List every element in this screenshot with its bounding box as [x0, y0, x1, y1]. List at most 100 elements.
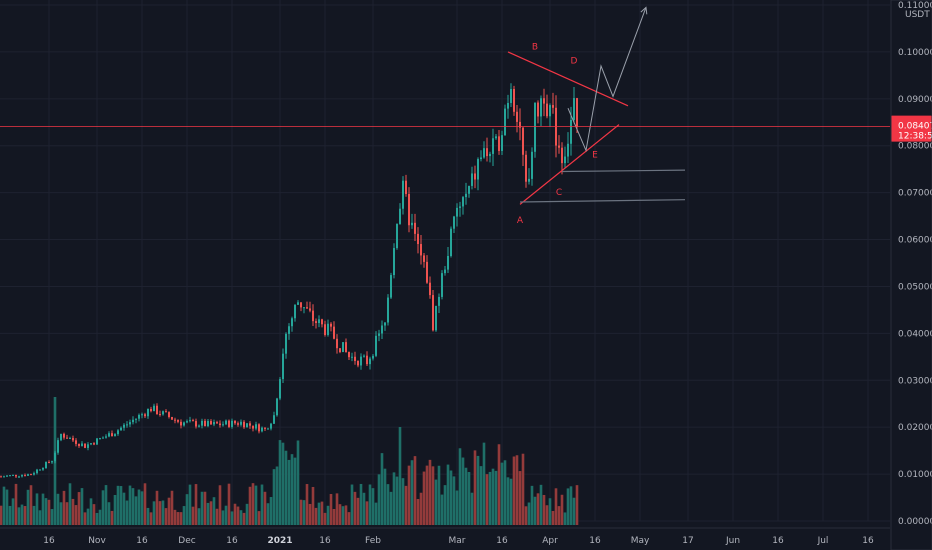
candle-body — [288, 326, 290, 334]
candle-body — [264, 427, 266, 429]
volume-bar — [32, 505, 36, 525]
candle-body — [318, 319, 320, 324]
candle-body — [432, 295, 434, 331]
volume-bar — [338, 504, 342, 525]
volume-bar — [224, 505, 228, 525]
candle-body — [168, 412, 170, 417]
volume-bar — [95, 512, 99, 525]
volume-bar — [467, 472, 471, 525]
volume-bar — [194, 484, 198, 525]
candle-body — [129, 422, 131, 425]
volume-bar — [566, 488, 570, 525]
candle-body — [552, 105, 554, 108]
candle-body — [516, 111, 518, 122]
candle-body — [327, 323, 329, 335]
volume-bar — [488, 471, 492, 525]
volume-bar — [308, 503, 312, 525]
candle-body — [438, 296, 440, 306]
candle-body — [525, 154, 527, 182]
volume-bar — [212, 497, 216, 525]
candle-body — [348, 352, 350, 358]
volume-bar — [65, 502, 69, 525]
candle-body — [309, 308, 311, 311]
candle-body — [330, 323, 332, 327]
volume-bar — [233, 503, 237, 525]
time-axis[interactable]: 16 Nov 16 Dec 16 2021 16 Feb Mar 16 Apr 16 May 17 Jun 1… — [0, 527, 890, 546]
candle-body — [411, 222, 413, 226]
volume-bar — [281, 442, 285, 525]
candle-body — [144, 414, 146, 417]
candle-body — [399, 208, 401, 224]
volume-bar — [356, 497, 360, 525]
volume-bar — [440, 494, 444, 525]
volume-bar — [44, 498, 48, 525]
time-tick-label: 16 — [43, 536, 55, 546]
volume-bar — [302, 500, 306, 525]
volume-bar — [557, 506, 561, 525]
volume-bar — [485, 474, 489, 525]
volume-bar — [83, 512, 87, 525]
price-tick-label: 0.03000 — [898, 376, 932, 386]
candle-body — [297, 302, 299, 305]
volume-bar — [29, 485, 33, 525]
candle-body — [240, 421, 242, 425]
candle-body — [375, 335, 377, 356]
candle-body — [210, 421, 212, 425]
candle-body — [228, 420, 230, 427]
volume-bar — [110, 510, 114, 525]
volume-bar — [341, 506, 345, 525]
candle-body — [492, 138, 494, 154]
candle-body — [120, 427, 122, 431]
candle-body — [381, 325, 383, 334]
volume-bar — [323, 512, 327, 525]
candle-body — [462, 197, 464, 207]
candle-body — [180, 421, 182, 426]
price-tick-label: 0.07000 — [898, 189, 932, 199]
volume-bar — [443, 485, 447, 525]
volume-bar — [329, 493, 333, 525]
candle-body — [576, 98, 578, 127]
volume-bar — [227, 483, 231, 525]
candle-body — [231, 420, 233, 427]
volume-bar — [11, 498, 15, 525]
candle-body — [126, 424, 128, 426]
candle-body — [441, 273, 443, 297]
volume-bar — [428, 459, 432, 525]
candle-body — [567, 143, 569, 157]
candle-body — [165, 411, 167, 413]
volume-bar — [545, 505, 549, 525]
candle-body — [354, 356, 356, 361]
time-tick-label: 17 — [682, 536, 693, 546]
candle-body — [207, 421, 209, 427]
candle-body — [444, 269, 446, 274]
volume-bar — [416, 499, 420, 525]
volume-bar — [359, 483, 363, 525]
wave-label-c: C — [556, 188, 562, 198]
price-axis[interactable]: 0.00000 0.01000 0.02000 0.03000 0.04000 0.050… — [890, 0, 932, 550]
volume-bar — [14, 483, 18, 525]
volume-bar — [2, 486, 6, 525]
volume-bar — [332, 508, 336, 525]
volume-bar — [155, 490, 159, 525]
candle-body — [282, 353, 284, 380]
volume-bar — [260, 484, 264, 525]
volume-bar — [248, 486, 252, 525]
candle-body — [6, 475, 8, 477]
candle-body — [12, 474, 14, 476]
volume-bar — [284, 450, 288, 525]
wave-label-d: D — [571, 57, 578, 67]
candle-body — [90, 443, 92, 445]
candle-body — [504, 108, 506, 136]
time-tick-label: 16 — [226, 536, 238, 546]
volume-bar — [455, 490, 459, 525]
volume-bar — [401, 478, 405, 525]
volume-bar — [89, 498, 93, 525]
candle-body — [417, 233, 419, 245]
volume-bar — [470, 492, 474, 525]
candle-body — [249, 423, 251, 426]
volume-bar — [365, 501, 369, 525]
candle-body — [276, 398, 278, 416]
candle-body — [414, 222, 416, 234]
candle-body — [75, 440, 77, 444]
